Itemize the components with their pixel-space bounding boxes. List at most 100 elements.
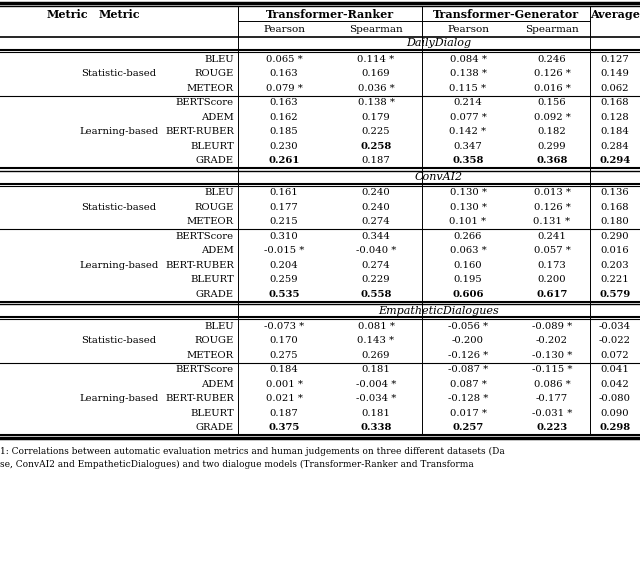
Text: 0.057 *: 0.057 *: [534, 246, 570, 255]
Text: 0.016: 0.016: [601, 246, 629, 255]
Text: ADEM: ADEM: [201, 380, 234, 389]
Text: 0.215: 0.215: [269, 218, 298, 226]
Text: Spearman: Spearman: [349, 25, 403, 34]
Text: METEOR: METEOR: [187, 351, 234, 360]
Text: 0.347: 0.347: [454, 142, 483, 151]
Text: 0.042: 0.042: [600, 380, 629, 389]
Text: BLEU: BLEU: [204, 321, 234, 331]
Text: 0.298: 0.298: [600, 423, 630, 432]
Text: 0.156: 0.156: [538, 98, 566, 107]
Text: 0.142 *: 0.142 *: [449, 127, 486, 136]
Text: 0.138 *: 0.138 *: [358, 98, 394, 107]
Text: -0.126 *: -0.126 *: [448, 351, 488, 360]
Text: 0.290: 0.290: [601, 232, 629, 241]
Text: 0.063 *: 0.063 *: [450, 246, 486, 255]
Text: 0.274: 0.274: [362, 218, 390, 226]
Text: 0.126 *: 0.126 *: [534, 69, 570, 78]
Text: 0.241: 0.241: [538, 232, 566, 241]
Text: 0.606: 0.606: [452, 290, 484, 299]
Text: 0.090: 0.090: [601, 408, 629, 418]
Text: 0.168: 0.168: [601, 203, 629, 212]
Text: -0.034: -0.034: [599, 321, 631, 331]
Text: ROUGE: ROUGE: [195, 336, 234, 345]
Text: Metric: Metric: [47, 10, 88, 20]
Text: 0.169: 0.169: [362, 69, 390, 78]
Text: 0.266: 0.266: [454, 232, 482, 241]
Text: 0.182: 0.182: [538, 127, 566, 136]
Text: 0.368: 0.368: [536, 157, 568, 165]
Text: Learning-based: Learning-based: [79, 127, 159, 136]
Text: 0.258: 0.258: [360, 142, 392, 151]
Text: 0.261: 0.261: [268, 157, 300, 165]
Text: 0.181: 0.181: [362, 365, 390, 374]
Text: 0.180: 0.180: [600, 218, 629, 226]
Text: -0.200: -0.200: [452, 336, 484, 345]
Text: 0.136: 0.136: [601, 188, 629, 197]
Text: Average: Average: [590, 10, 640, 20]
Text: 0.225: 0.225: [362, 127, 390, 136]
Text: 0.187: 0.187: [269, 408, 298, 418]
Text: 0.275: 0.275: [269, 351, 298, 360]
Text: ADEM: ADEM: [201, 113, 234, 121]
Text: 0.240: 0.240: [362, 188, 390, 197]
Text: -0.128 *: -0.128 *: [448, 394, 488, 403]
Text: -0.089 *: -0.089 *: [532, 321, 572, 331]
Text: -0.015 *: -0.015 *: [264, 246, 304, 255]
Text: 0.177: 0.177: [269, 203, 298, 212]
Text: DailyDialog: DailyDialog: [406, 38, 472, 49]
Text: 0.310: 0.310: [269, 232, 298, 241]
Text: 0.257: 0.257: [452, 423, 484, 432]
Text: BLEURT: BLEURT: [190, 142, 234, 151]
Text: 0.126 *: 0.126 *: [534, 203, 570, 212]
Text: 0.114 *: 0.114 *: [357, 55, 395, 64]
Text: 0.087 *: 0.087 *: [449, 380, 486, 389]
Text: GRADE: GRADE: [196, 157, 234, 165]
Text: 0.128: 0.128: [600, 113, 629, 121]
Text: 0.115 *: 0.115 *: [449, 84, 486, 93]
Text: 0.240: 0.240: [362, 203, 390, 212]
Text: Pearson: Pearson: [447, 25, 489, 34]
Text: BERT-RUBER: BERT-RUBER: [165, 261, 234, 270]
Text: GRADE: GRADE: [196, 423, 234, 432]
Text: 0.204: 0.204: [269, 261, 298, 270]
Text: 0.187: 0.187: [362, 157, 390, 165]
Text: METEOR: METEOR: [187, 218, 234, 226]
Text: 0.259: 0.259: [269, 275, 298, 284]
Text: 0.294: 0.294: [600, 157, 630, 165]
Text: 0.162: 0.162: [269, 113, 298, 121]
Text: 0.163: 0.163: [269, 69, 298, 78]
Text: -0.080: -0.080: [599, 394, 631, 403]
Text: Statistic-based: Statistic-based: [81, 336, 157, 345]
Text: 0.184: 0.184: [600, 127, 629, 136]
Text: 0.299: 0.299: [538, 142, 566, 151]
Text: 0.375: 0.375: [268, 423, 300, 432]
Text: -0.087 *: -0.087 *: [448, 365, 488, 374]
Text: -0.177: -0.177: [536, 394, 568, 403]
Text: BLEURT: BLEURT: [190, 408, 234, 418]
Text: 0.185: 0.185: [269, 127, 298, 136]
Text: 0.065 *: 0.065 *: [266, 55, 302, 64]
Text: 0.092 *: 0.092 *: [534, 113, 570, 121]
Text: 0.200: 0.200: [538, 275, 566, 284]
Text: 0.535: 0.535: [268, 290, 300, 299]
Text: 0.143 *: 0.143 *: [357, 336, 395, 345]
Text: Transformer-Ranker: Transformer-Ranker: [266, 10, 394, 20]
Text: 0.344: 0.344: [362, 232, 390, 241]
Text: Learning-based: Learning-based: [79, 261, 159, 270]
Text: 0.181: 0.181: [362, 408, 390, 418]
Text: GRADE: GRADE: [196, 290, 234, 299]
Text: 0.036 *: 0.036 *: [358, 84, 394, 93]
Text: -0.031 *: -0.031 *: [532, 408, 572, 418]
Text: Statistic-based: Statistic-based: [81, 69, 157, 78]
Text: 0.170: 0.170: [269, 336, 298, 345]
Text: 0.179: 0.179: [362, 113, 390, 121]
Text: -0.056 *: -0.056 *: [448, 321, 488, 331]
Text: 0.016 *: 0.016 *: [534, 84, 570, 93]
Text: -0.073 *: -0.073 *: [264, 321, 304, 331]
Text: 0.086 *: 0.086 *: [534, 380, 570, 389]
Text: 0.338: 0.338: [360, 423, 392, 432]
Text: 0.017 *: 0.017 *: [449, 408, 486, 418]
Text: 0.229: 0.229: [362, 275, 390, 284]
Text: BLEURT: BLEURT: [190, 275, 234, 284]
Text: 0.138 *: 0.138 *: [449, 69, 486, 78]
